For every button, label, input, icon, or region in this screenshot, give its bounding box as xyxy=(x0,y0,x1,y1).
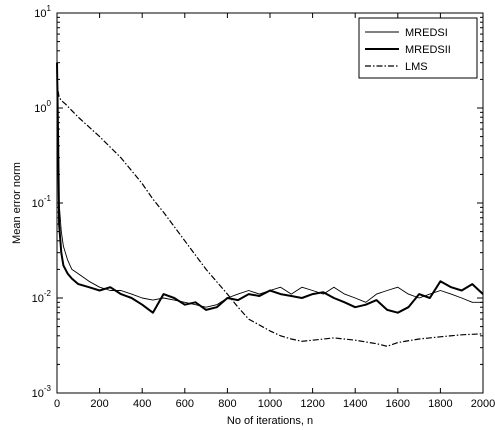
y-tick-exponent: 1 xyxy=(47,4,52,13)
x-tick-label: 600 xyxy=(176,398,194,410)
x-tick-label: 800 xyxy=(218,398,236,410)
series-line-mredsi xyxy=(56,70,483,308)
y-tick-base: 10 xyxy=(32,293,44,305)
series-line-lms xyxy=(56,79,484,347)
y-tick-label: 100 xyxy=(34,99,51,115)
x-tick-label: 1000 xyxy=(258,398,282,410)
legend-label-lms: LMS xyxy=(405,61,428,73)
y-tick-base: 10 xyxy=(34,8,46,20)
x-axis-title: No of iterations, n xyxy=(227,415,313,427)
x-tick-label: 0 xyxy=(54,398,60,410)
y-tick-label: 10-2 xyxy=(32,289,52,305)
y-tick-exponent: -3 xyxy=(44,384,52,393)
x-tick-label: 1800 xyxy=(428,398,452,410)
x-tick-label: 2000 xyxy=(471,398,495,410)
y-tick-base: 10 xyxy=(32,198,44,210)
y-tick-label: 10-3 xyxy=(32,384,52,400)
y-tick-base: 10 xyxy=(32,388,44,400)
y-axis-title: Mean error norm xyxy=(11,162,23,244)
y-tick-exponent: -2 xyxy=(44,289,52,298)
y-tick-label: 101 xyxy=(34,4,51,20)
x-tick-label: 400 xyxy=(133,398,151,410)
x-tick-label: 1600 xyxy=(386,398,410,410)
x-tick-label: 200 xyxy=(90,398,108,410)
x-tick-label: 1200 xyxy=(300,398,324,410)
legend-label-mredsi: MREDSI xyxy=(405,27,448,39)
y-tick-exponent: 0 xyxy=(47,99,52,108)
legend: MREDSI MREDSII LMS xyxy=(358,17,478,79)
x-tick-label: 1400 xyxy=(343,398,367,410)
y-tick-base: 10 xyxy=(34,103,46,115)
chart-marks: 0 200 400 600 800 1000 1200 1400 1600 1800 200010-… xyxy=(32,4,495,410)
y-tick-label: 10-1 xyxy=(32,194,52,210)
y-tick-exponent: -1 xyxy=(44,194,52,203)
series-line-mredsii xyxy=(56,62,484,314)
legend-label-mredsii: MREDSII xyxy=(405,44,451,56)
